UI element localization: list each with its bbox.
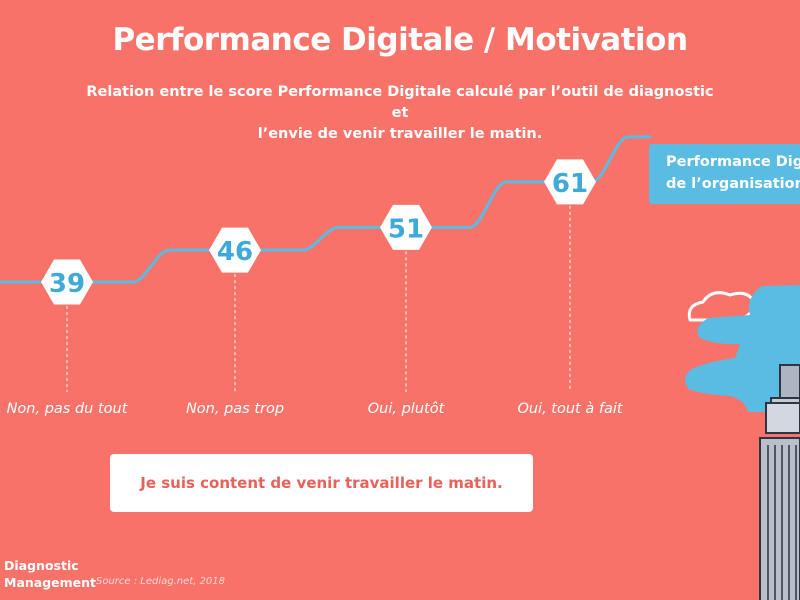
category-guides bbox=[66, 205, 571, 392]
data-label: 46 bbox=[217, 237, 253, 267]
chart-subtitle: Relation entre le score Performance Digi… bbox=[80, 82, 720, 145]
data-markers: 39 46 51 61 bbox=[41, 159, 596, 305]
data-point-marker bbox=[209, 227, 261, 273]
chart-title: Performance Digitale / Motivation bbox=[112, 22, 688, 58]
subtitle-line-2: l’envie de venir travailler le matin. bbox=[257, 126, 543, 142]
source-note: Source : Lediag.net, 2018 bbox=[96, 576, 226, 587]
series-legend: Performance Digi de l’organisation bbox=[649, 144, 800, 204]
x-axis-title-box: Je suis content de venir travailler le m… bbox=[110, 454, 533, 512]
data-label: 39 bbox=[49, 269, 85, 299]
brand-line-2: Management bbox=[4, 575, 97, 590]
brand-line-1: Diagnostic bbox=[4, 558, 79, 573]
x-tick-label: Oui, tout à fait bbox=[517, 401, 623, 417]
data-point-marker bbox=[544, 159, 596, 205]
data-point-marker bbox=[380, 204, 432, 250]
x-tick-label: Non, pas du tout bbox=[6, 401, 128, 417]
subtitle-line-1: Relation entre le score Performance Digi… bbox=[86, 84, 714, 121]
series-line bbox=[0, 135, 652, 284]
x-tick-label: Non, pas trop bbox=[185, 401, 285, 417]
data-label: 51 bbox=[388, 214, 424, 244]
data-label: 61 bbox=[552, 169, 588, 199]
sky-blob bbox=[685, 285, 800, 412]
data-point-marker bbox=[41, 259, 93, 305]
skyscraper-illustration bbox=[759, 364, 800, 600]
x-axis-title: Je suis content de venir travailler le m… bbox=[140, 474, 503, 492]
legend-line-1: Performance Digi bbox=[666, 154, 800, 170]
legend-line-2: de l’organisation bbox=[666, 176, 800, 192]
x-tick-label: Oui, plutôt bbox=[367, 401, 445, 417]
brand-logo: Diagnostic Management bbox=[4, 557, 96, 591]
city-illustration bbox=[685, 285, 800, 600]
